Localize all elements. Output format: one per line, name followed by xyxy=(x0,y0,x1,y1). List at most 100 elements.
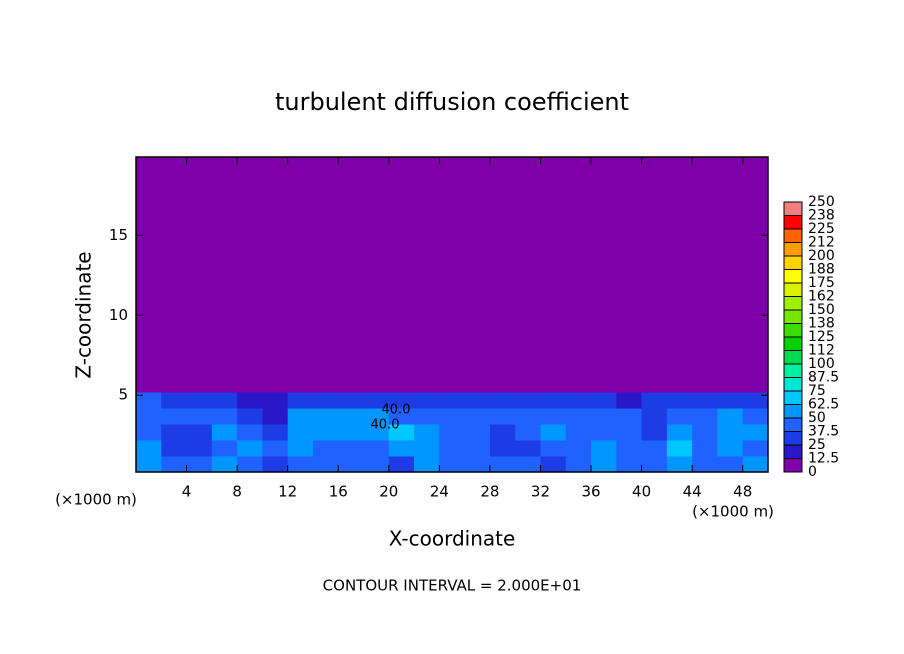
colorbar-box xyxy=(783,363,803,378)
field-cell xyxy=(515,392,541,409)
field-cell xyxy=(312,408,339,425)
field-cell xyxy=(414,456,440,473)
field-cell xyxy=(363,440,390,457)
field-cell xyxy=(211,424,238,441)
field-cell xyxy=(565,392,592,409)
colorbar-label: 162 xyxy=(808,289,835,305)
colorbar-label: 25 xyxy=(808,437,826,453)
field-cell xyxy=(287,408,314,425)
colorbar-box xyxy=(783,296,803,311)
colorbar-box xyxy=(783,309,803,324)
field-cell xyxy=(312,424,339,441)
field-cell xyxy=(692,157,718,393)
field-cell xyxy=(641,440,668,457)
field-cell xyxy=(742,157,769,393)
field-cell xyxy=(717,424,744,441)
field-cell xyxy=(489,424,516,441)
field-cell xyxy=(717,440,744,457)
colorbar-label: 212 xyxy=(808,235,835,251)
field-cell xyxy=(616,440,643,457)
field-cell xyxy=(262,392,289,409)
field-cell xyxy=(161,157,188,393)
y-tick-label: 15 xyxy=(109,226,128,244)
field-cell xyxy=(439,408,466,425)
field-cell xyxy=(641,456,668,473)
field-cell xyxy=(540,440,567,457)
colorbar-label: 0 xyxy=(808,464,817,480)
field-cell xyxy=(136,157,162,393)
colorbar-label: 138 xyxy=(808,316,835,332)
field-cell xyxy=(262,424,289,441)
colorbar-box xyxy=(783,323,803,338)
field-cell xyxy=(666,440,693,457)
field-cell xyxy=(591,424,617,441)
field-cell xyxy=(692,456,718,473)
field-cell xyxy=(666,392,693,409)
field-cell xyxy=(186,424,213,441)
x-unit-label: (×1000 m) xyxy=(55,491,137,509)
x-tick-label: 20 xyxy=(379,483,398,501)
colorbar-label: 238 xyxy=(808,208,835,224)
field-cell xyxy=(666,424,693,441)
field-cell xyxy=(161,456,188,473)
x-tick-label: 44 xyxy=(683,483,702,501)
field-cell xyxy=(464,456,491,473)
colorbar-label: 125 xyxy=(808,329,835,345)
field-cell xyxy=(540,157,567,393)
colorbar-label: 225 xyxy=(808,221,835,237)
field-cell xyxy=(287,456,314,473)
field-cell xyxy=(641,157,668,393)
field-cell xyxy=(666,157,693,393)
field-cell xyxy=(237,440,263,457)
field-cell xyxy=(565,456,592,473)
field-cell xyxy=(616,456,643,473)
x-tick-label: 32 xyxy=(531,483,550,501)
field-cell xyxy=(439,440,466,457)
field-cell xyxy=(742,408,769,425)
field-cell xyxy=(136,408,162,425)
field-cell xyxy=(489,440,516,457)
field-cell xyxy=(591,157,617,393)
field-cell xyxy=(136,456,162,473)
colorbar-box xyxy=(783,228,803,243)
field-cell xyxy=(363,408,390,425)
colorbar-box xyxy=(783,390,803,405)
field-cell xyxy=(641,424,668,441)
colorbar-box xyxy=(783,282,803,297)
colorbar-box xyxy=(783,458,803,473)
field-cell xyxy=(287,440,314,457)
field-cell xyxy=(489,456,516,473)
field-cell xyxy=(540,392,567,409)
field-cell xyxy=(363,392,390,409)
field-cell xyxy=(388,440,415,457)
colorbar-box xyxy=(783,201,803,216)
field-cell xyxy=(692,392,718,409)
field-cell xyxy=(641,408,668,425)
colorbar-box xyxy=(783,242,803,257)
field-cell xyxy=(414,408,440,425)
field-cell xyxy=(211,440,238,457)
x-axis-label: X-coordinate xyxy=(389,527,516,551)
axes: 4 8 12 16 20 24 28 32 36 40 44 4851015012.52537.550… xyxy=(109,156,839,501)
field-cell xyxy=(616,424,643,441)
field-cell xyxy=(237,157,263,393)
field-cell xyxy=(161,440,188,457)
footer: CONTOUR INTERVAL = 2.000E+01 xyxy=(323,577,582,595)
x-tick-label: 36 xyxy=(581,483,600,501)
y-axis-label: Z-coordinate xyxy=(72,251,96,378)
x-tick-label: 16 xyxy=(329,483,348,501)
field-cell xyxy=(338,157,365,393)
field-cell xyxy=(515,424,541,441)
field-cell xyxy=(287,424,314,441)
field-cell xyxy=(515,456,541,473)
field-cell xyxy=(338,424,365,441)
field-cell xyxy=(211,408,238,425)
field-cell xyxy=(439,456,466,473)
colorbar-label: 37.5 xyxy=(808,424,839,440)
field-cell xyxy=(540,408,567,425)
field-cell xyxy=(388,392,415,409)
colorbar-box xyxy=(783,336,803,351)
field-cell xyxy=(186,408,213,425)
field-cell xyxy=(464,157,491,393)
